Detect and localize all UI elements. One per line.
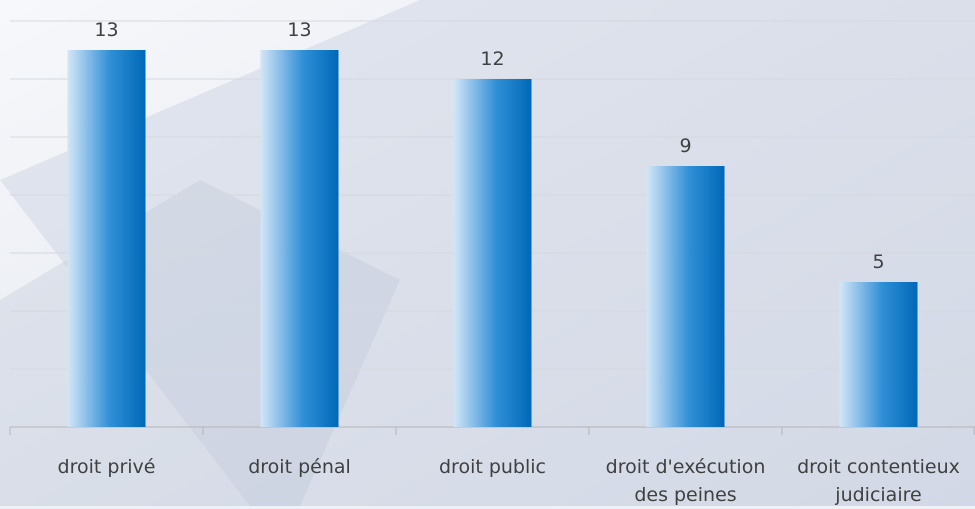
bar — [453, 79, 532, 427]
x-tick-label: droit pénal — [248, 456, 351, 478]
bar — [67, 50, 146, 427]
x-tick-label: droit public — [438, 456, 546, 478]
bar — [646, 166, 725, 427]
value-label: 12 — [480, 48, 504, 70]
value-label: 5 — [872, 251, 884, 273]
value-label: 13 — [287, 19, 311, 41]
bar — [839, 282, 918, 427]
bar — [260, 50, 339, 427]
x-tick-label: droit privé — [57, 456, 156, 478]
x-tick-label: droit d'exécution des peines — [605, 456, 766, 506]
x-tick-label: droit contentieux judiciaire — [797, 456, 960, 506]
value-label: 13 — [94, 19, 118, 41]
value-label: 9 — [679, 135, 691, 157]
